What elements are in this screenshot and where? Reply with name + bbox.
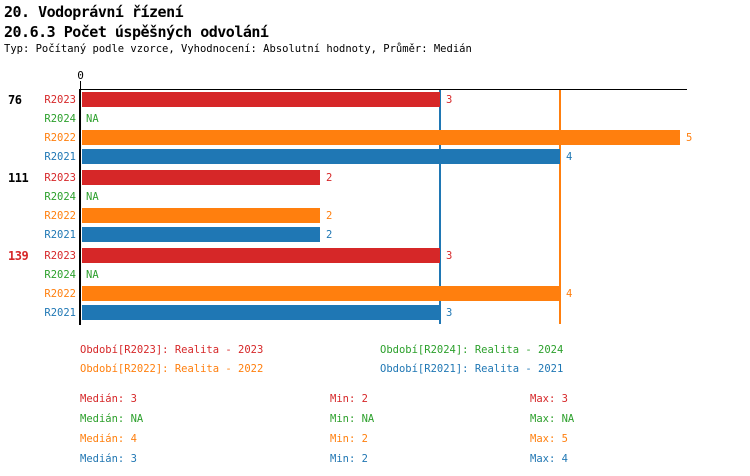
bar: [82, 305, 440, 320]
bar: [82, 149, 560, 164]
bar-value-label: 2: [326, 210, 333, 222]
x-axis-line: [79, 89, 687, 90]
bar-row-label: R2024: [44, 113, 76, 125]
stat-min-r2023: Min: 2: [330, 393, 368, 405]
bar-row-label: R2022: [44, 288, 76, 300]
bar: [82, 286, 560, 301]
stat-max-r2021: Max: 4: [530, 453, 568, 465]
median-line-R2021: [439, 90, 441, 324]
bar: [82, 130, 680, 145]
bar-row-label: R2021: [44, 151, 76, 163]
median-line-R2022: [559, 90, 561, 324]
stat-min-r2024: Min: NA: [330, 413, 375, 425]
legend-item-r2022: Období[R2022]: Realita - 2022: [80, 363, 264, 375]
bar: [82, 92, 440, 107]
group-label: 139: [8, 249, 29, 263]
bar-row-label: R2021: [44, 229, 76, 241]
bar-value-label: 5: [686, 132, 693, 144]
stat-max-r2023: Max: 3: [530, 393, 568, 405]
bar-row-label: R2022: [44, 132, 76, 144]
bar-na-label: NA: [86, 113, 99, 125]
page-subtitle: 20.6.3 Počet úspěšných odvolání: [4, 23, 269, 41]
stat-min-r2022: Min: 2: [330, 433, 368, 445]
x-axis-tick-label: 0: [77, 69, 84, 82]
group-label: 111: [8, 171, 29, 185]
x-axis-tick-mark: [80, 81, 81, 90]
bar-row-label: R2024: [44, 269, 76, 281]
legend-item-r2021: Období[R2021]: Realita - 2021: [380, 363, 564, 375]
bar-value-label: 3: [446, 307, 453, 319]
bar-row-label: R2021: [44, 307, 76, 319]
bar-value-label: 2: [326, 229, 333, 241]
bar-value-label: 4: [566, 151, 573, 163]
bar-row-label: R2024: [44, 191, 76, 203]
bar-value-label: 4: [566, 288, 573, 300]
bar: [82, 170, 320, 185]
bar-na-label: NA: [86, 269, 99, 281]
legend-item-r2023: Období[R2023]: Realita - 2023: [80, 344, 264, 356]
page-title: 20. Vodoprávní řízení: [4, 3, 184, 21]
bar: [82, 248, 440, 263]
bar-value-label: 3: [446, 94, 453, 106]
bar-row-label: R2023: [44, 250, 76, 262]
bar-value-label: 3: [446, 250, 453, 262]
bar-row-label: R2022: [44, 210, 76, 222]
stat-median-r2024: Medián: NA: [80, 413, 144, 425]
stat-max-r2024: Max: NA: [530, 413, 575, 425]
stat-max-r2022: Max: 5: [530, 433, 568, 445]
group-label: 76: [8, 93, 22, 107]
bar-na-label: NA: [86, 191, 99, 203]
y-axis-line: [79, 89, 81, 325]
bar: [82, 208, 320, 223]
bar: [82, 227, 320, 242]
legend-item-r2024: Období[R2024]: Realita - 2024: [380, 344, 564, 356]
stat-median-r2021: Medián: 3: [80, 453, 137, 465]
chart-meta: Typ: Počítaný podle vzorce, Vyhodnocení:…: [4, 43, 472, 55]
bar-row-label: R2023: [44, 172, 76, 184]
stat-median-r2022: Medián: 4: [80, 433, 137, 445]
stat-min-r2021: Min: 2: [330, 453, 368, 465]
bar-row-label: R2023: [44, 94, 76, 106]
bar-value-label: 2: [326, 172, 333, 184]
stat-median-r2023: Medián: 3: [80, 393, 137, 405]
